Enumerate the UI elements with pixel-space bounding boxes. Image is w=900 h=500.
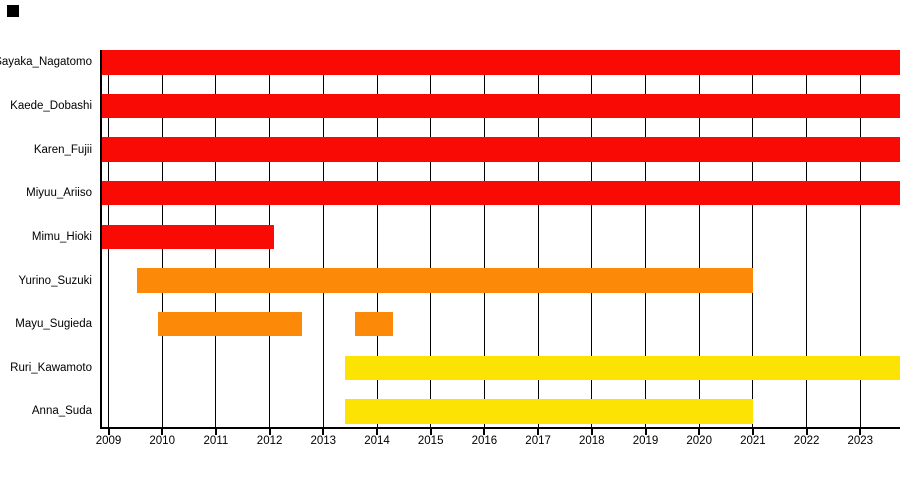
x-axis-tick-2012 — [268, 429, 271, 435]
gantt-bar-Karen_Fujii-seg0 — [101, 137, 900, 162]
y-axis-label-Mimu_Hioki: Mimu_Hioki — [31, 230, 92, 243]
x-tick-label-2019: 2019 — [632, 435, 659, 447]
y-axis-label-Kaede_Dobashi: Kaede_Dobashi — [10, 99, 92, 112]
y-axis-label-Mayu_Sugieda: Mayu_Sugieda — [15, 318, 92, 331]
gantt-bar-Yurino_Suzuki-seg0 — [136, 268, 753, 293]
gantt-bar-Anna_Suda-seg0 — [344, 399, 753, 424]
y-axis-label-Anna_Suda: Anna_Suda — [31, 405, 92, 418]
x-axis-tick-2023 — [859, 429, 862, 435]
x-tick-label-2013: 2013 — [310, 435, 337, 447]
x-axis-tick-2021 — [751, 429, 754, 435]
x-axis-tick-2013 — [322, 429, 325, 435]
x-tick-label-2010: 2010 — [149, 435, 175, 447]
gantt-bar-Mimu_Hioki-seg0 — [101, 224, 274, 250]
gridline-year-2015 — [430, 50, 432, 427]
x-tick-label-2014: 2014 — [364, 435, 390, 447]
x-tick-label-2020: 2020 — [686, 435, 712, 447]
gantt-bar-Mayu_Sugieda-seg0 — [157, 311, 302, 337]
gridline-year-2019 — [645, 50, 646, 427]
x-axis-tick-2009 — [107, 429, 110, 435]
gridline-year-2013 — [322, 50, 324, 427]
gantt-bar-Mayu_Sugieda-seg1 — [354, 311, 394, 337]
y-axis-label-Miyuu_Ariiso: Miyuu_Ariiso — [26, 187, 92, 200]
y-axis-label-Karen_Fujii: Karen_Fujii — [33, 143, 92, 156]
x-tick-label-2009: 2009 — [95, 435, 122, 447]
x-tick-label-2012: 2012 — [256, 435, 283, 447]
y-axis-label-Ruri_Kawamoto: Ruri_Kawamoto — [10, 361, 92, 374]
x-tick-label-2011: 2011 — [203, 435, 229, 447]
gantt-bar-Kaede_Dobashi-seg0 — [101, 93, 900, 119]
corner-square-artifact — [7, 5, 19, 17]
gridline-year-2022 — [806, 50, 808, 427]
x-axis-tick-2015 — [429, 429, 432, 435]
x-axis-tick-2022 — [805, 429, 808, 435]
gridline-year-2016 — [483, 50, 485, 427]
x-axis-tick-2011 — [214, 429, 217, 435]
x-tick-label-2018: 2018 — [579, 435, 605, 447]
x-tick-label-2015: 2015 — [417, 435, 444, 447]
x-axis-tick-2010 — [161, 429, 164, 435]
x-axis-line — [100, 427, 900, 429]
y-axis-label-Sayaka_Nagatomo: Sayaka_Nagatomo — [0, 56, 92, 69]
gridline-year-2018 — [591, 50, 593, 427]
x-tick-label-2021: 2021 — [740, 435, 766, 447]
gantt-bar-Ruri_Kawamoto-seg0 — [344, 355, 900, 381]
x-tick-label-2023: 2023 — [847, 435, 874, 447]
x-axis-tick-2019 — [644, 429, 647, 435]
x-tick-label-2022: 2022 — [793, 435, 820, 447]
x-axis-tick-2018 — [590, 429, 593, 435]
gridline-year-2014 — [376, 50, 378, 427]
x-tick-label-2016: 2016 — [471, 435, 498, 447]
gridline-year-2020 — [698, 50, 700, 427]
x-axis-tick-2016 — [483, 429, 486, 435]
gridline-year-2017 — [537, 50, 539, 427]
gridline-year-2023 — [859, 50, 861, 427]
y-axis-label-Yurino_Suzuki: Yurino_Suzuki — [18, 274, 92, 287]
gantt-bar-Miyuu_Ariiso-seg0 — [101, 180, 900, 206]
x-axis-tick-2014 — [376, 429, 378, 435]
x-axis-tick-2020 — [698, 429, 701, 435]
x-axis-tick-2017 — [537, 429, 540, 435]
x-tick-label-2017: 2017 — [525, 435, 551, 447]
gridline-year-2021 — [752, 50, 754, 427]
y-axis-line — [100, 50, 102, 429]
gantt-bar-Sayaka_Nagatomo-seg0 — [101, 50, 900, 75]
